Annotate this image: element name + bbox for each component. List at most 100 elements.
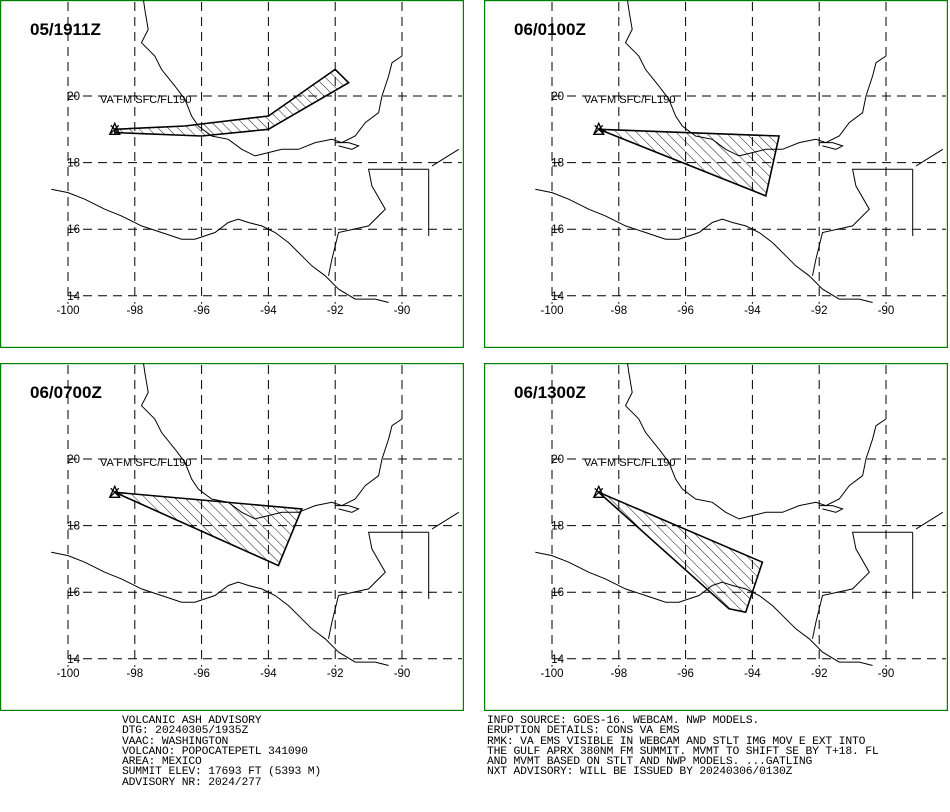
ash-cloud-label: VA FM SFC/FL190 [584, 457, 676, 469]
lat-tick-label: 16 [67, 587, 80, 599]
lon-tick-label: -94 [744, 305, 761, 317]
lat-tick-label: 18 [551, 158, 564, 170]
lon-tick-label: -100 [56, 305, 79, 317]
lon-tick-label: -90 [878, 668, 895, 680]
coastline-and-borders [535, 363, 944, 666]
lon-tick-label: -96 [193, 305, 210, 317]
lat-tick-label: 18 [67, 158, 80, 170]
axis-tick-labels: -100 -98 -96 -94 -92 -90 20 18 16 14 [56, 454, 410, 680]
gulf-coastline [335, 142, 360, 150]
lon-tick-label: -100 [540, 305, 563, 317]
lat-tick-label: 20 [551, 91, 564, 103]
lon-tick-label: -94 [260, 305, 277, 317]
ash-cloud-label: VA FM SFC/FL190 [100, 457, 192, 469]
lat-lon-grid [551, 365, 946, 667]
advisory-line: AREA: MEXICO [122, 756, 202, 769]
gulf-coastline [140, 363, 403, 520]
advisory-line: INFO SOURCE: GOES-16. WEBCAM. NWP MODELS… [487, 715, 760, 727]
ash-map: VA FM SFC/FL190 06/1300Z -100 -98 -96 -94 -9… [484, 363, 948, 711]
country-border [328, 168, 429, 276]
advisory-line: SUMMIT ELEV: 17693 FT (5393 M) [122, 766, 322, 779]
volcano-triangle-x-icon [592, 121, 605, 135]
pacific-coastline [535, 188, 873, 303]
advisory-line: DTG: 20240305/1935Z [122, 725, 249, 738]
advisory-line: THE GULF APRX 380NM FM SUMMIT. MVMT TO S… [487, 745, 879, 758]
lon-tick-label: -96 [677, 668, 694, 680]
forecast-panel-4: VA FM SFC/FL190 06/1300Z -100 -98 -96 -94 -9… [484, 363, 948, 711]
lat-lon-grid [67, 2, 462, 304]
volcano-triangle-x-icon [108, 484, 121, 498]
gulf-coastline [819, 142, 844, 150]
pacific-coastline [51, 551, 389, 666]
gulf-coastline [140, 0, 403, 157]
lat-tick-label: 20 [67, 454, 80, 466]
ash-cloud-label: VA FM SFC/FL190 [584, 94, 676, 106]
lon-tick-label: -96 [677, 305, 694, 317]
advisory-line: VOLCANO: POPOCATEPETL 341090 [122, 745, 308, 758]
lat-tick-label: 14 [551, 291, 564, 303]
gulf-coastline [335, 505, 360, 513]
volcano-triangle-x-icon [108, 121, 121, 135]
valid-time: 06/1300Z [514, 383, 586, 402]
lat-tick-label: 14 [551, 654, 564, 666]
ash-cloud-polygon [598, 128, 781, 197]
axis-tick-labels: -100 -98 -96 -94 -92 -90 20 18 16 14 [56, 91, 410, 317]
country-border [431, 148, 460, 167]
lat-tick-label: 14 [67, 291, 80, 303]
lon-tick-label: -98 [126, 668, 143, 680]
lon-tick-label: -98 [126, 305, 143, 317]
country-border [812, 168, 913, 276]
lon-tick-label: -94 [744, 668, 761, 680]
lon-tick-label: -100 [540, 668, 563, 680]
advisory-text-right: INFO SOURCE: GOES-16. WEBCAM. NWP MODELS… [487, 715, 879, 779]
lon-tick-label: -92 [327, 305, 344, 317]
ash-map: VA FM SFC/FL190 06/0100Z -100 -98 -96 -94 -9… [484, 0, 948, 348]
country-border [915, 148, 944, 167]
panel-frame [484, 0, 948, 348]
gulf-coastline [624, 363, 887, 520]
lon-tick-label: -94 [260, 668, 277, 680]
lat-tick-label: 18 [67, 521, 80, 533]
valid-time: 06/0700Z [30, 383, 102, 402]
advisory-line: AND MVMT BASED ON STLT AND NWP MODELS. .… [487, 756, 813, 769]
forecast-panel-3: VA FM SFC/FL190 06/0700Z -100 -98 -96 -94 -9… [0, 363, 464, 711]
panel-frame [484, 363, 948, 711]
advisory-line: VOLCANIC ASH ADVISORY [122, 715, 262, 727]
country-border [915, 511, 944, 530]
lat-tick-label: 16 [551, 224, 564, 236]
panel-frame [0, 363, 464, 711]
lat-tick-label: 18 [551, 521, 564, 533]
lon-tick-label: -96 [193, 668, 210, 680]
lat-tick-label: 20 [67, 91, 80, 103]
advisory-line: ERUPTION DETAILS: CONS VA EMS [487, 725, 680, 738]
valid-time: 05/1911Z [30, 20, 101, 39]
country-border [812, 531, 913, 639]
volcano-triangle-x-icon [592, 484, 605, 498]
ash-map: VA FM SFC/FL190 06/0700Z -100 -98 -96 -94 -9… [0, 363, 464, 711]
lat-tick-label: 16 [67, 224, 80, 236]
ash-cloud-polygon [114, 491, 303, 567]
lon-tick-label: -92 [811, 668, 828, 680]
axis-tick-labels: -100 -98 -96 -94 -92 -90 20 18 16 14 [540, 91, 894, 317]
advisory-line: ADVISORY NR: 2024/277 [122, 776, 262, 789]
advisory-line: NXT ADVISORY: WILL BE ISSUED BY 20240306… [487, 766, 793, 779]
advisory-line: VAAC: WASHINGTON [122, 735, 229, 748]
advisory-text-left: VOLCANIC ASH ADVISORY DTG: 20240305/1935Z… [122, 715, 322, 789]
ash-map: VA FM SFC/FL190 05/1911Z -100 -98 -96 -94 -9… [0, 0, 464, 348]
lat-tick-label: 16 [551, 587, 564, 599]
valid-time: 06/0100Z [514, 20, 586, 39]
coastline-and-borders [51, 0, 460, 303]
lon-tick-label: -92 [811, 305, 828, 317]
lon-tick-label: -98 [610, 305, 627, 317]
gulf-coastline [819, 505, 844, 513]
lon-tick-label: -100 [56, 668, 79, 680]
lon-tick-label: -90 [394, 305, 411, 317]
country-border [431, 511, 460, 530]
forecast-panel-1: VA FM SFC/FL190 05/1911Z -100 -98 -96 -94 -9… [0, 0, 464, 348]
forecast-panel-2: VA FM SFC/FL190 06/0100Z -100 -98 -96 -94 -9… [484, 0, 948, 348]
ash-cloud-polygon [598, 491, 764, 614]
lon-tick-label: -92 [327, 668, 344, 680]
ash-cloud-label: VA FM SFC/FL190 [100, 94, 192, 106]
country-border [328, 531, 429, 639]
lon-tick-label: -98 [610, 668, 627, 680]
